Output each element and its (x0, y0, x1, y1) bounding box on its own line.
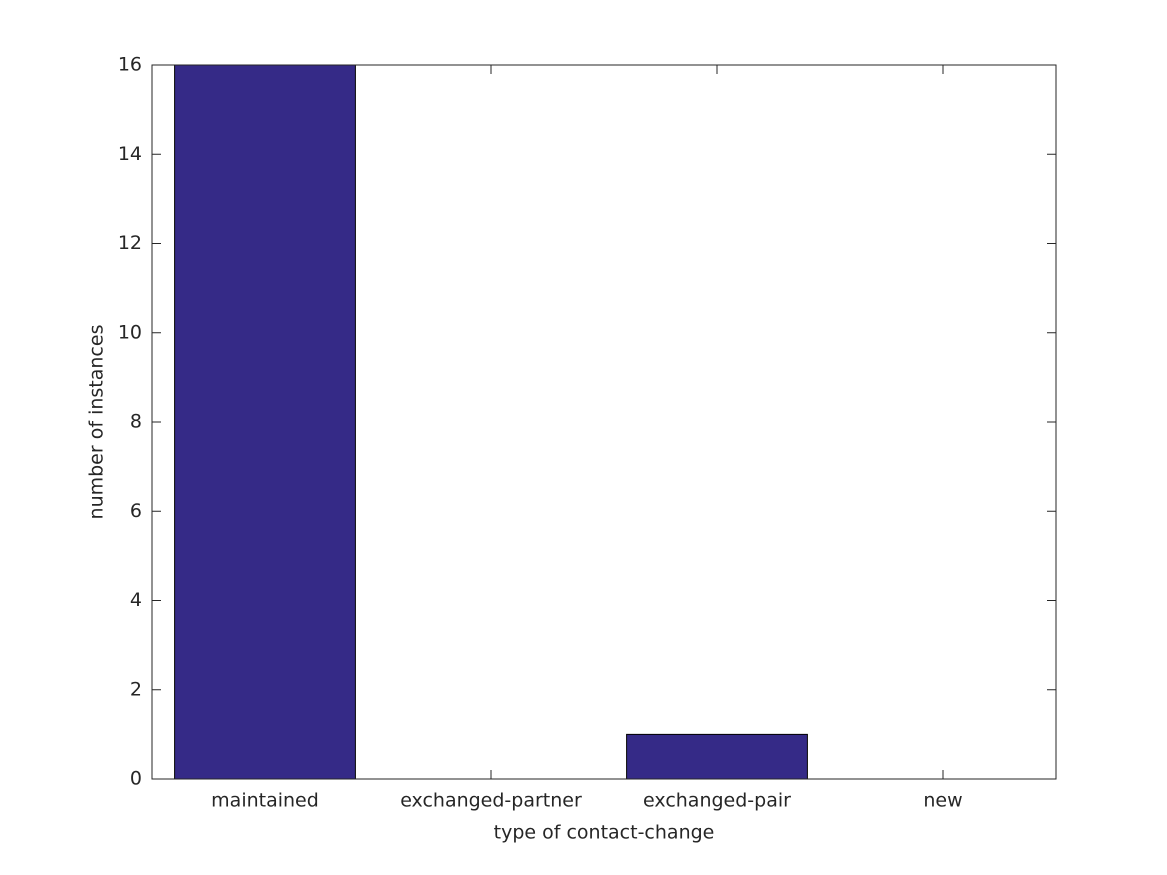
bar (174, 64, 356, 780)
y-tick-label: 6 (130, 500, 142, 522)
axes-box (151, 64, 1057, 780)
x-tick-label: new (923, 790, 962, 812)
bar (626, 733, 808, 780)
y-tick-label: 8 (130, 411, 142, 433)
y-tick-label: 0 (130, 768, 142, 790)
y-axis-label: number of instances (86, 325, 108, 520)
x-tick-label: exchanged-partner (400, 790, 582, 812)
y-tick-label: 14 (118, 143, 142, 165)
y-tick-label: 12 (118, 232, 142, 254)
y-tick-label: 4 (130, 589, 142, 611)
x-tick-label: maintained (211, 790, 319, 812)
x-tick-label: exchanged-pair (643, 790, 791, 812)
y-tick-label: 16 (118, 54, 142, 76)
y-tick-label: 10 (118, 321, 142, 343)
y-tick-label: 2 (130, 678, 142, 700)
x-axis-label: type of contact-change (494, 822, 715, 844)
